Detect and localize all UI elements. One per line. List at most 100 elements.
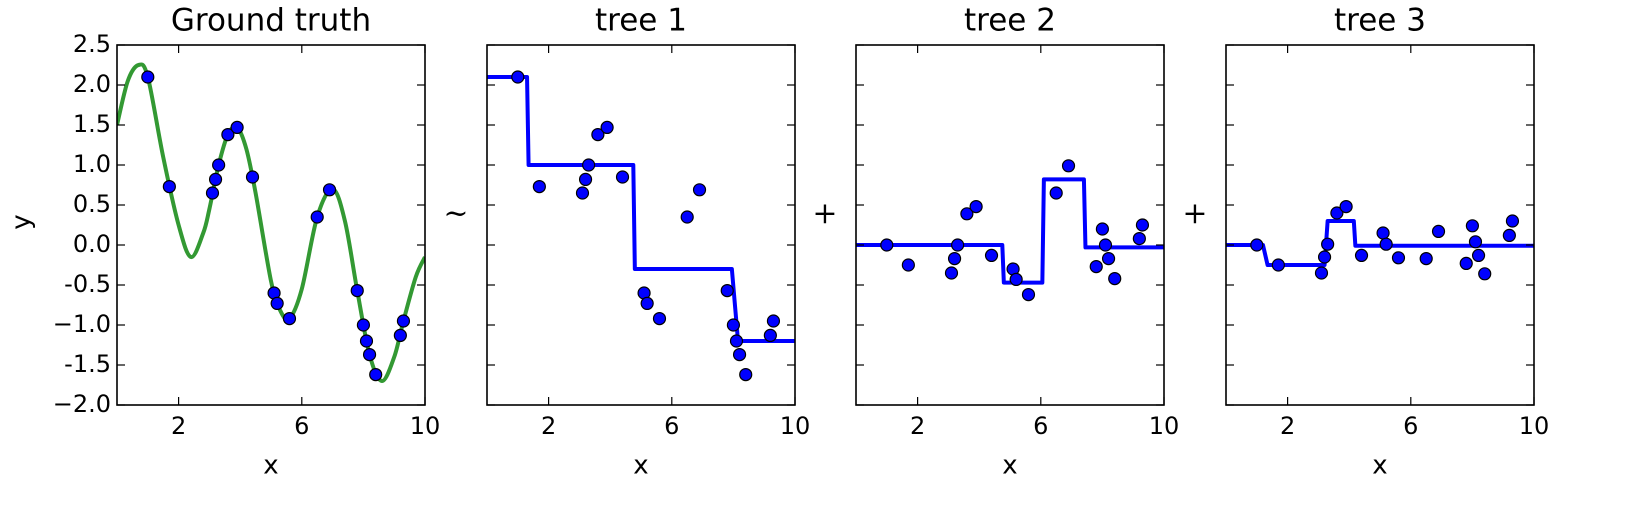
point [984,248,999,262]
point [322,183,337,197]
subplot-title: tree 1 [595,3,687,39]
y-tick-label: -1.5 [64,350,111,378]
point [1101,252,1116,266]
point [578,172,593,186]
point [396,314,411,328]
y-tick-label: −1.0 [53,310,111,338]
plot-frame [486,44,796,406]
point [1502,228,1516,242]
x-tick-label: 10 [410,412,441,440]
subplot: Ground truth x y 2 6 10 −2.0 -1.5 −1.0 -0.5 0.0 0.5… [7,3,441,481]
x-tick-label: 2 [171,412,186,440]
x-tick-label: 6 [294,412,309,440]
x-tick-label: 6 [1403,412,1418,440]
operator: + [1182,196,1207,231]
y-tick-label: 1.5 [73,110,111,138]
point [282,312,297,326]
y-axis-label: y [7,214,37,229]
point [732,348,747,362]
point [1376,226,1390,240]
point [362,348,377,362]
point [1095,222,1110,236]
point [1061,159,1076,173]
point [1108,272,1122,286]
point [739,368,753,382]
x-tick-label: 2 [910,412,925,440]
point [1459,256,1473,270]
y-tick-label: −2.0 [53,390,111,418]
point [1021,288,1036,302]
point [615,170,630,184]
point [763,328,777,342]
point [1339,200,1353,214]
subplot-title: Ground truth [171,3,371,39]
line [117,62,425,383]
point [270,296,284,310]
subplot-title: tree 2 [964,3,1056,39]
series-group [117,62,425,383]
point [1471,248,1486,262]
x-tick-label: 10 [780,412,811,440]
point [640,296,654,310]
point [359,334,374,348]
point [1505,214,1520,228]
x-tick-label: 6 [1033,412,1048,440]
x-tick-label: 6 [664,412,679,440]
point [944,266,959,280]
point [141,70,155,84]
point [1317,250,1332,264]
subplot-title: tree 3 [1334,3,1426,39]
point [1468,235,1483,249]
subplot: tree 3 x 2 6 10 [1225,3,1549,481]
point [951,238,965,252]
point [1379,237,1393,251]
point [1391,251,1406,265]
point [1271,258,1285,272]
point [1419,252,1433,266]
plot-frame [1225,44,1535,406]
point [1049,186,1063,200]
point [1354,248,1369,262]
subplot: tree 2 x 2 6 10 [855,3,1180,481]
point [532,180,546,194]
point [205,186,220,200]
x-tick-label: 2 [541,412,556,440]
point [680,210,694,224]
x-axis-label: x [1372,451,1387,481]
point [575,186,590,200]
plot-frame [116,44,426,406]
y-tick-label: 2.5 [73,30,111,58]
point [393,328,407,342]
point [1465,219,1480,233]
x-tick-label: 10 [1149,412,1180,440]
point [652,312,667,326]
point [1132,232,1146,246]
x-axis-label: x [263,451,278,481]
point [766,314,781,328]
y-tick-label: 1.0 [73,150,111,178]
point [212,158,226,172]
point [582,158,596,172]
y-tick-label: 0.5 [73,190,111,218]
point [969,200,983,214]
point [1098,238,1113,252]
point [245,170,260,184]
y-tick-label: -0.5 [64,270,111,298]
point [208,172,223,186]
point [221,128,235,142]
point [692,183,707,197]
point [1135,218,1150,232]
operator: + [812,196,837,231]
point [356,318,370,332]
y-tick-label: 0.0 [73,230,111,258]
point [729,334,744,348]
point [1431,224,1446,238]
x-axis-label: x [1002,451,1017,481]
point [600,120,614,135]
operator: ~ [443,196,468,231]
point [350,284,364,298]
point [310,210,324,224]
point [1478,267,1492,281]
point [720,284,734,298]
